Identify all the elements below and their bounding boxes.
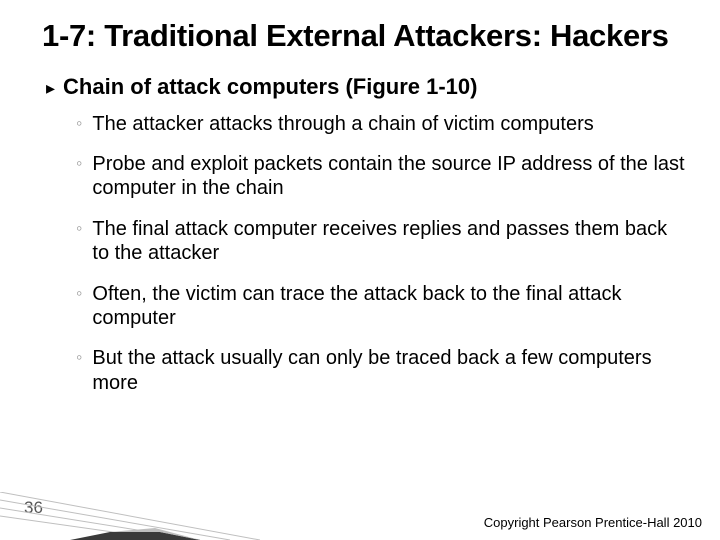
sub-bullet-text: The attacker attacks through a chain of … — [92, 112, 593, 136]
sub-bullet-text: The final attack computer receives repli… — [92, 217, 688, 266]
sub-bullet-marker: ◦ — [76, 112, 82, 135]
sub-bullet-text: Probe and exploit packets contain the so… — [92, 152, 688, 201]
sub-bullet-marker: ◦ — [76, 217, 82, 240]
list-item: ◦ But the attack usually can only be tra… — [76, 346, 688, 395]
sub-bullet-marker: ◦ — [76, 282, 82, 305]
sub-bullet-list: ◦ The attacker attacks through a chain o… — [76, 112, 688, 396]
sub-bullet-marker: ◦ — [76, 152, 82, 175]
sub-bullet-marker: ◦ — [76, 346, 82, 369]
list-item: ◦ Often, the victim can trace the attack… — [76, 282, 688, 331]
main-bullet-text: Chain of attack computers (Figure 1-10) — [63, 74, 477, 100]
list-item: ◦ Probe and exploit packets contain the … — [76, 152, 688, 201]
slide-title: 1-7: Traditional External Attackers: Hac… — [42, 18, 688, 54]
slide-number: 36 — [24, 498, 43, 518]
sub-bullet-text: But the attack usually can only be trace… — [92, 346, 688, 395]
sub-bullet-text: Often, the victim can trace the attack b… — [92, 282, 688, 331]
copyright-text: Copyright Pearson Prentice-Hall 2010 — [484, 515, 702, 530]
list-item: ◦ The attacker attacks through a chain o… — [76, 112, 688, 136]
list-item: ◦ The final attack computer receives rep… — [76, 217, 688, 266]
main-bullet-marker: ▸ — [46, 78, 55, 99]
slide-container: 1-7: Traditional External Attackers: Hac… — [0, 0, 720, 540]
main-bullet: ▸ Chain of attack computers (Figure 1-10… — [46, 74, 688, 100]
